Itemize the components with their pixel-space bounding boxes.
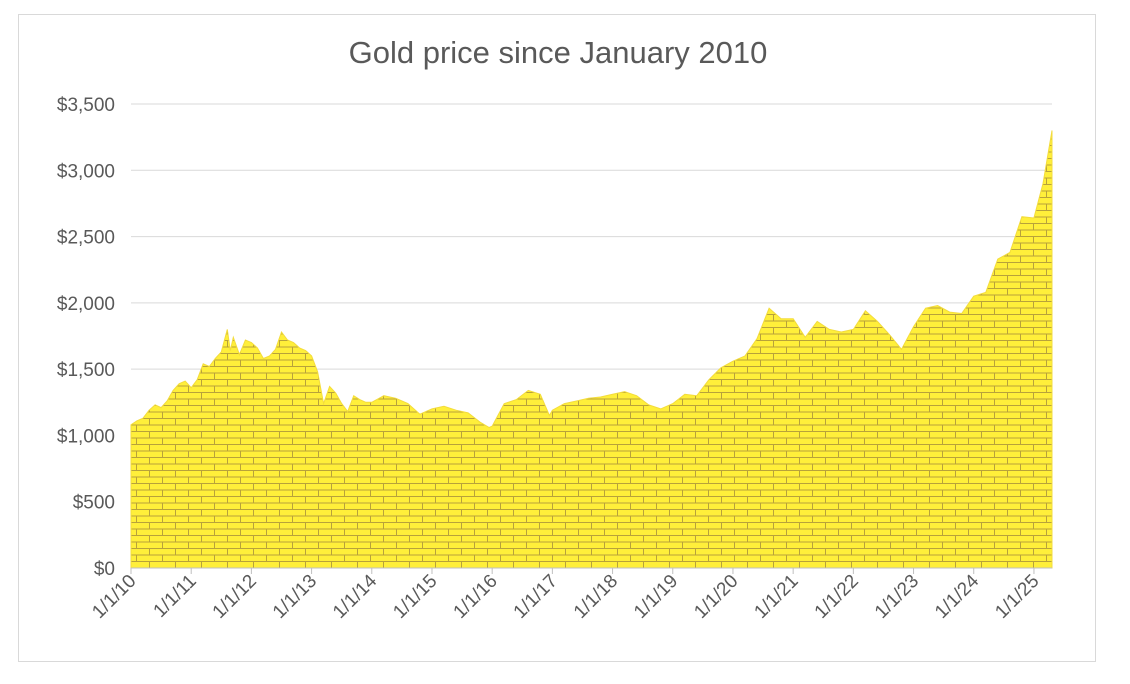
x-tick-label: 1/1/14: [329, 570, 382, 623]
x-tick-label: 1/1/13: [269, 571, 321, 623]
x-tick-label: 1/1/23: [871, 571, 923, 623]
y-tick-label: $2,000: [57, 294, 115, 315]
x-tick-label: 1/1/19: [630, 571, 682, 623]
chart-frame: Gold price since January 2010 $0 $500 $1,0…: [18, 14, 1096, 662]
y-tick-label: $500: [73, 493, 115, 514]
y-tick-label: $3,500: [57, 95, 115, 116]
gold-price-area: [130, 130, 1053, 569]
x-tick-label: 1/1/24: [931, 570, 984, 623]
x-tick-label: 1/1/20: [690, 571, 742, 623]
y-axis: $0 $500 $1,000 $1,500 $2,000 $2,500 $3,000 $3,5…: [57, 95, 115, 580]
x-tick-label: 1/1/22: [811, 571, 863, 623]
y-tick-label: $0: [94, 559, 115, 580]
y-tick-label: $1,000: [57, 426, 115, 447]
area-series: [130, 130, 1053, 569]
x-tick-label: 1/1/21: [750, 571, 802, 623]
y-tick-label: $3,000: [57, 161, 115, 182]
y-tick-label: $2,500: [57, 228, 115, 249]
x-tick-label: 1/1/11: [150, 571, 201, 622]
chart-title: Gold price since January 2010: [348, 35, 768, 70]
x-tick-label: 1/1/15: [389, 571, 441, 623]
y-tick-label: $1,500: [57, 360, 115, 381]
chart-plot: $0 $500 $1,000 $1,500 $2,000 $2,500 $3,000 $3,5…: [57, 95, 1053, 623]
x-tick-label: 1/1/25: [991, 571, 1043, 623]
x-tick-label: 1/1/12: [209, 571, 261, 623]
x-tick-label: 1/1/18: [570, 571, 622, 623]
x-tick-label: 1/1/17: [510, 571, 562, 623]
x-axis: 1/1/10 1/1/11 1/1/12 1/1/13 1/1/14 1/1/15 1/1/…: [88, 567, 1052, 623]
x-tick-label: 1/1/16: [450, 571, 502, 623]
